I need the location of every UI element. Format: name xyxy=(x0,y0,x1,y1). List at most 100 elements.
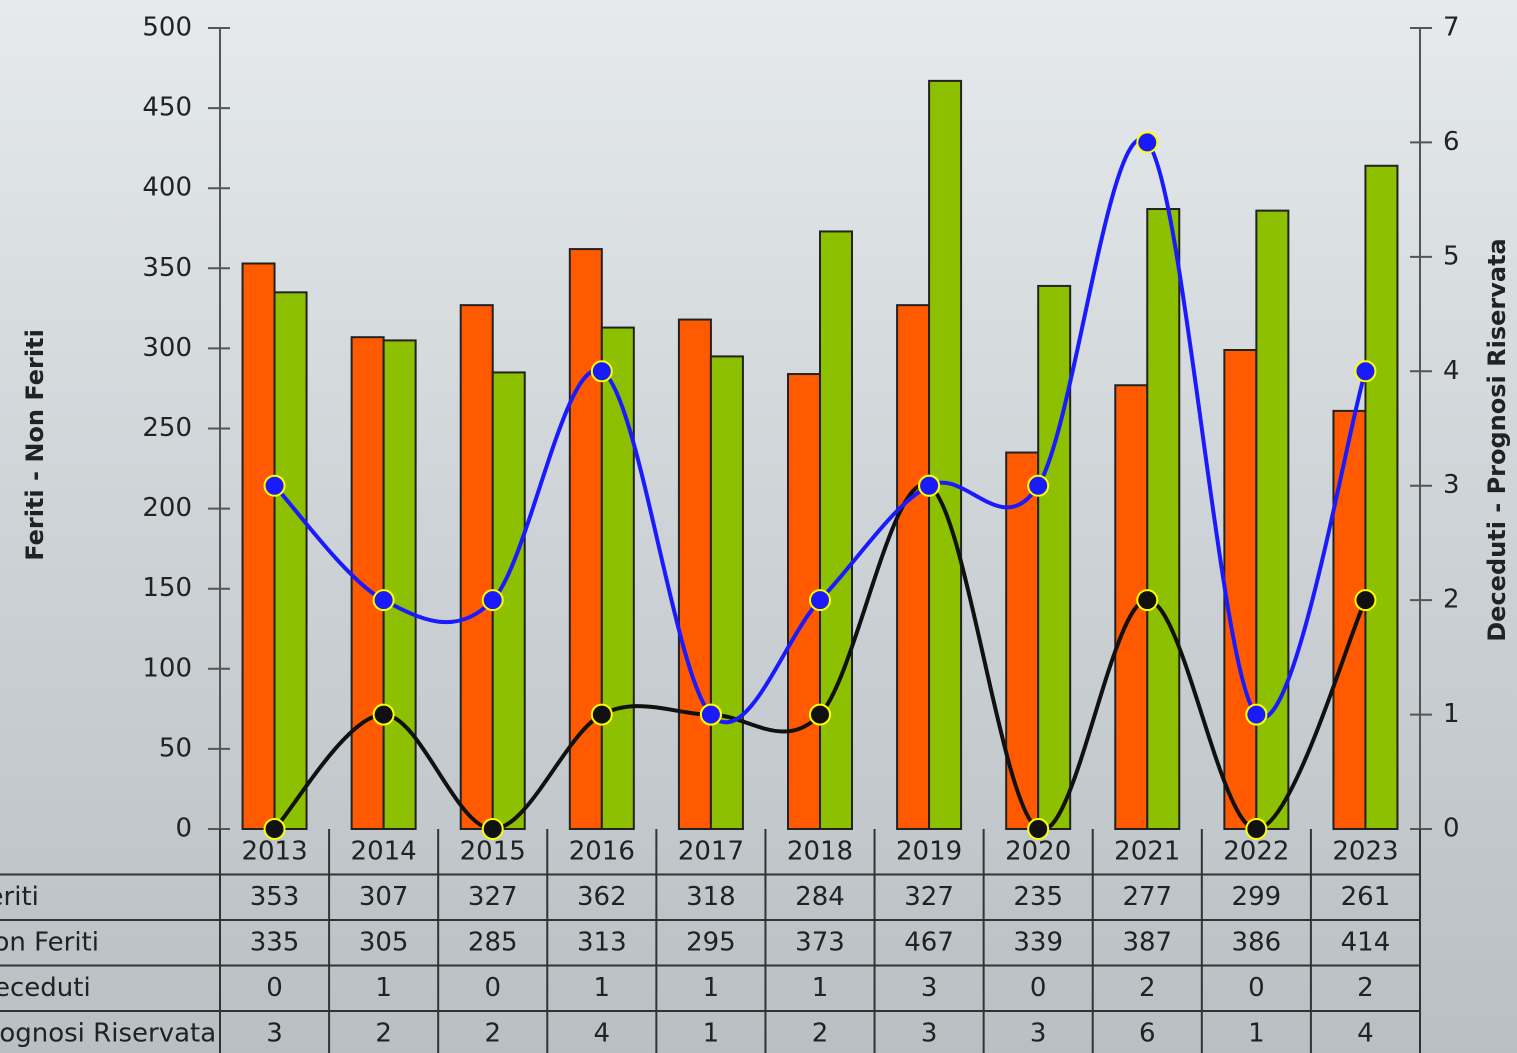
bar xyxy=(1037,284,1072,830)
table-value: 1 xyxy=(703,1018,720,1048)
y-tick-label: 0 xyxy=(175,814,192,844)
y-tick-label: 300 xyxy=(142,333,192,363)
line xyxy=(273,137,1368,725)
line-marker xyxy=(372,703,395,726)
bar xyxy=(896,304,931,830)
table-value: 307 xyxy=(359,882,409,912)
bar xyxy=(1223,349,1258,830)
table-value: 299 xyxy=(1232,882,1282,912)
table-value: 1 xyxy=(594,973,611,1003)
table-value: 1 xyxy=(812,973,829,1003)
bar xyxy=(1255,209,1290,831)
line-marker xyxy=(1027,474,1050,497)
bar xyxy=(273,291,308,830)
bar xyxy=(350,336,385,830)
table-value: 339 xyxy=(1013,927,1063,957)
line-marker xyxy=(481,589,504,612)
y-axis-title: Feriti - Non Feriti xyxy=(21,329,49,561)
y-tick-label: 450 xyxy=(142,93,192,123)
table-value: 261 xyxy=(1341,882,1391,912)
bar xyxy=(241,262,276,830)
legend-label: Feriti xyxy=(0,882,39,912)
table-value: 362 xyxy=(577,882,627,912)
line-marker xyxy=(1136,131,1159,154)
table-value: 2 xyxy=(375,1018,392,1048)
line-marker xyxy=(918,474,941,497)
line-marker xyxy=(1354,360,1377,383)
table-value: 3 xyxy=(266,1018,283,1048)
table-value: 1 xyxy=(1248,1018,1265,1048)
y-tick-label: 150 xyxy=(142,573,192,603)
table-value: 277 xyxy=(1122,882,1172,912)
legend-label: Deceduti xyxy=(0,973,91,1003)
y2-tick-label: 4 xyxy=(1443,356,1460,386)
x-tick-label: 2015 xyxy=(460,836,526,866)
table-value: 2 xyxy=(812,1018,829,1048)
line-marker xyxy=(1354,589,1377,612)
table-value: 327 xyxy=(468,882,518,912)
table-value: 414 xyxy=(1341,927,1391,957)
y-tick-label: 50 xyxy=(159,733,192,763)
table-value: 1 xyxy=(375,973,392,1003)
table-value: 373 xyxy=(795,927,845,957)
y2-tick-label: 3 xyxy=(1443,470,1460,500)
line-marker xyxy=(1027,818,1050,840)
line-marker xyxy=(1245,818,1268,840)
table-value: 0 xyxy=(484,973,501,1003)
line-marker xyxy=(590,703,613,726)
bar xyxy=(600,326,635,830)
y2-tick-label: 1 xyxy=(1443,699,1460,729)
y-tick-label: 100 xyxy=(142,653,192,683)
table-value: 2 xyxy=(484,1018,501,1048)
bar xyxy=(1146,208,1181,830)
line-marker xyxy=(372,589,395,612)
bar xyxy=(459,304,494,830)
table-value: 387 xyxy=(1122,927,1172,957)
y2-tick-label: 0 xyxy=(1443,814,1460,844)
line-marker xyxy=(263,474,286,497)
table-value: 353 xyxy=(250,882,300,912)
y2-tick-label: 5 xyxy=(1443,241,1460,271)
x-tick-label: 2016 xyxy=(569,836,635,866)
line-marker xyxy=(481,818,504,840)
table-value: 3 xyxy=(921,1018,938,1048)
line-marker xyxy=(263,818,286,840)
line-marker xyxy=(809,589,831,612)
table-value: 2 xyxy=(1139,973,1156,1003)
y-tick-label: 250 xyxy=(142,413,192,443)
table-value: 4 xyxy=(594,1018,611,1048)
bar xyxy=(819,230,853,831)
x-tick-label: 2021 xyxy=(1114,836,1180,866)
bar xyxy=(928,79,963,830)
y-tick-label: 200 xyxy=(142,493,192,523)
table-value: 0 xyxy=(1030,973,1047,1003)
y2-tick-label: 7 xyxy=(1443,13,1460,43)
table-value: 318 xyxy=(686,882,736,912)
table-value: 313 xyxy=(577,927,627,957)
x-tick-label: 2017 xyxy=(678,836,744,866)
x-tick-label: 2018 xyxy=(787,836,853,866)
x-tick-label: 2022 xyxy=(1223,836,1289,866)
table-value: 0 xyxy=(1248,973,1265,1003)
table-value: 4 xyxy=(1357,1018,1374,1048)
y-tick-label: 500 xyxy=(142,13,192,43)
table-value: 6 xyxy=(1139,1018,1156,1048)
table-value: 335 xyxy=(250,927,300,957)
table-value: 3 xyxy=(921,973,938,1003)
table-value: 295 xyxy=(686,927,736,957)
y-tick-label: 350 xyxy=(142,253,192,283)
line-marker xyxy=(699,703,722,726)
legend-label: Prognosi Riservata xyxy=(0,1018,216,1048)
table-value: 305 xyxy=(359,927,409,957)
line-marker xyxy=(1245,703,1268,726)
table-value: 284 xyxy=(795,882,845,912)
x-tick-label: 2020 xyxy=(1005,836,1071,866)
x-tick-label: 2014 xyxy=(351,836,417,866)
table-value: 0 xyxy=(266,973,283,1003)
bar xyxy=(677,318,712,830)
y2-tick-label: 6 xyxy=(1443,127,1460,157)
table-value: 235 xyxy=(1013,882,1063,912)
line-marker xyxy=(590,360,613,383)
